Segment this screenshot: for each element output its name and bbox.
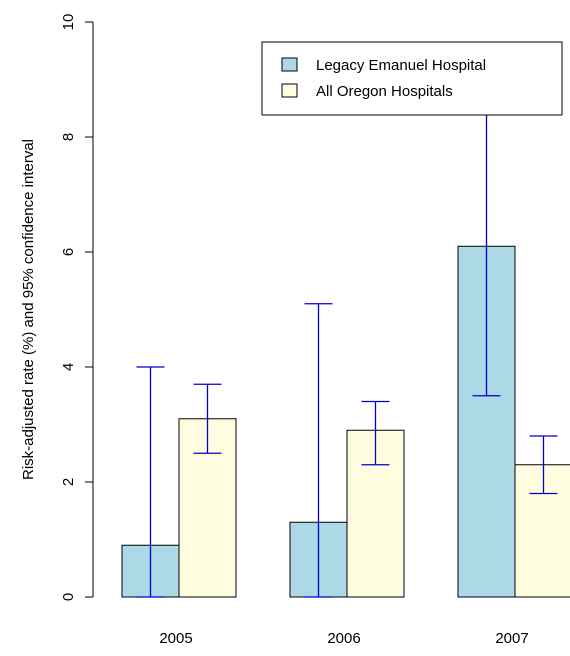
legend-label: All Oregon Hospitals [316, 83, 453, 100]
legend-swatch [281, 57, 298, 72]
legend-swatch [281, 83, 298, 98]
y-tick-label: 4 [60, 363, 77, 371]
legend-box [261, 41, 563, 116]
y-tick-label: 2 [60, 478, 77, 486]
bars [121, 245, 570, 598]
y-tick-label: 6 [60, 248, 77, 256]
legend-label: Legacy Emanuel Hospital [316, 57, 486, 74]
y-tick-label: 8 [60, 133, 77, 141]
x-tick-label: 2006 [327, 630, 360, 647]
error-bars [136, 101, 558, 598]
x-tick-labels: 2005 2006 2007 [159, 630, 528, 647]
y-tick-label: 0 [60, 593, 77, 601]
bar [514, 464, 570, 598]
x-tick-label: 2007 [495, 630, 528, 647]
y-axis-label: Risk-adjusted rate (%) and 95% confidenc… [20, 139, 37, 480]
y-axis: 0 2 4 6 8 10 [60, 14, 94, 601]
x-tick-label: 2005 [159, 630, 192, 647]
y-tick-label: 10 [60, 14, 77, 31]
legend: Legacy Emanuel Hospital All Oregon Hospit… [261, 41, 563, 116]
